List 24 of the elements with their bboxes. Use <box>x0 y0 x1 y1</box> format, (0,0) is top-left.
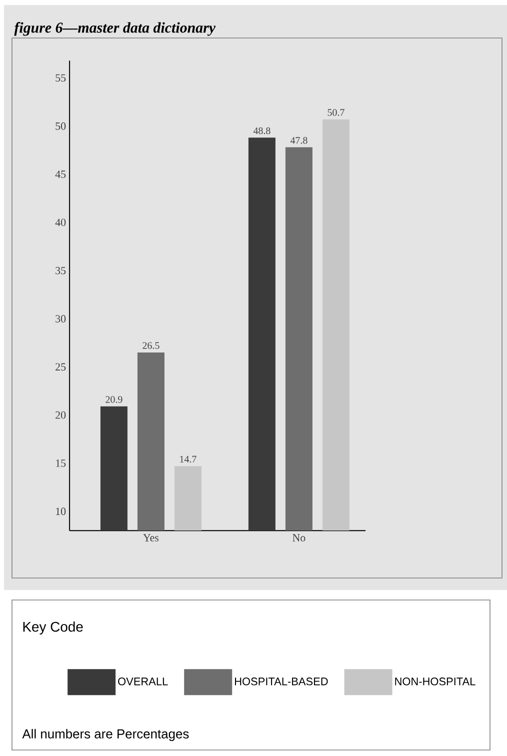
y-tick-label: 55 <box>56 74 66 82</box>
y-tick-label: 35 <box>56 266 66 274</box>
data-label: 26.5 <box>142 342 160 349</box>
data-label: 20.9 <box>106 396 122 403</box>
data-label: 14.7 <box>180 456 196 463</box>
y-tick-label: 20 <box>56 411 66 419</box>
legend-label: OVERALL <box>118 678 168 686</box>
data-label: 48.8 <box>253 127 270 134</box>
x-tick-label: Yes <box>143 534 159 542</box>
y-tick-label: 40 <box>55 218 66 226</box>
y-tick-label: 50 <box>56 122 66 130</box>
y-tick-label: 10 <box>56 508 66 516</box>
text: All numbers are Percentages <box>22 728 189 742</box>
x-tick-label: No <box>292 534 306 542</box>
data-label: 47.8 <box>290 137 308 144</box>
legend-title: Key Code <box>23 621 83 634</box>
y-tick-label: 30 <box>56 315 66 322</box>
legend-label: HOSPITAL-BASED <box>235 678 328 686</box>
legend-label: NON-HOSPITAL <box>395 678 476 686</box>
y-tick-label: 15 <box>56 460 66 467</box>
y-tick-label: 25 <box>56 363 66 371</box>
chart-title: figure 6—master data dictionary <box>14 22 216 36</box>
y-tick-label: 45 <box>55 170 66 178</box>
data-label: 50.7 <box>328 109 344 116</box>
